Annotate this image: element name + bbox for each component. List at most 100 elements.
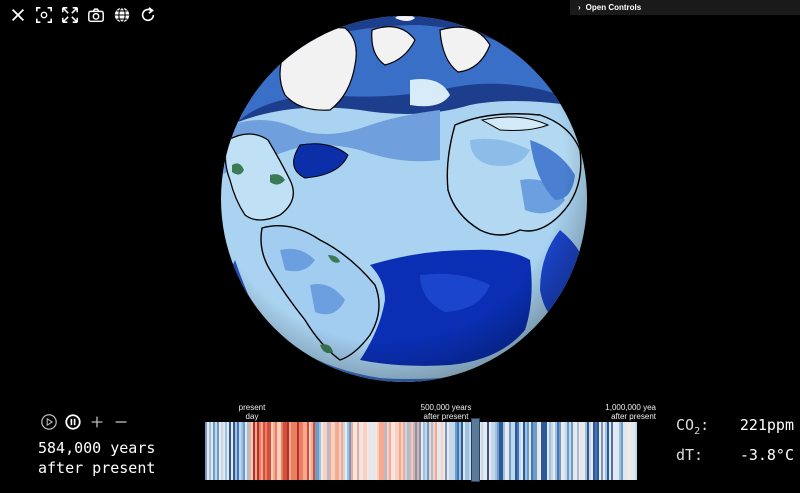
stripe	[449, 422, 452, 480]
stripe	[403, 422, 406, 480]
stripe	[611, 422, 614, 480]
stripe	[349, 422, 352, 480]
timeline-label-end: 1,000,000 yea after present	[605, 403, 656, 421]
stripe	[317, 422, 320, 480]
stripe	[331, 422, 334, 480]
play-icon[interactable]	[40, 413, 58, 431]
stripe	[501, 422, 504, 480]
stripe	[513, 422, 516, 480]
stripe	[593, 422, 596, 480]
stripe	[575, 422, 578, 480]
stripe	[389, 422, 392, 480]
stripe	[569, 422, 572, 480]
temperature-readout: dT: -3.8°C	[676, 446, 794, 464]
stripe	[375, 422, 378, 480]
stripe	[247, 422, 250, 480]
stripe	[299, 422, 302, 480]
stripe	[609, 422, 612, 480]
stripe	[357, 422, 360, 480]
stripe	[541, 422, 544, 480]
stripe	[239, 422, 242, 480]
stripe	[437, 422, 440, 480]
temperature-stripes-timeline[interactable]	[205, 422, 637, 480]
co2-readout: CO2: 221ppm	[676, 416, 794, 437]
stripe	[577, 422, 580, 480]
globe-render[interactable]	[0, 0, 800, 400]
stripe	[397, 422, 400, 480]
stripe	[405, 422, 408, 480]
stripe	[319, 422, 322, 480]
stripe	[409, 422, 412, 480]
stripe	[571, 422, 574, 480]
stripe	[489, 422, 492, 480]
stripe	[451, 422, 454, 480]
stripe	[345, 422, 348, 480]
stripe	[605, 422, 608, 480]
time-suffix: after present	[38, 459, 156, 477]
fullscreen-icon[interactable]	[60, 5, 80, 25]
dt-label: dT:	[676, 446, 704, 464]
stripe	[453, 422, 456, 480]
stripe	[211, 422, 214, 480]
minus-icon[interactable]	[112, 413, 130, 431]
stripe	[399, 422, 402, 480]
stripe	[355, 422, 358, 480]
open-controls-button[interactable]: › Open Controls	[570, 0, 800, 15]
globe-icon[interactable]	[112, 5, 132, 25]
refresh-icon[interactable]	[138, 5, 158, 25]
stripe	[573, 422, 576, 480]
stripe	[485, 422, 488, 480]
close-icon[interactable]	[8, 5, 28, 25]
stripe	[221, 422, 224, 480]
stripe	[237, 422, 240, 480]
top-toolbar	[8, 5, 158, 25]
stripe	[483, 422, 486, 480]
stripe	[539, 422, 542, 480]
capture-icon[interactable]	[34, 5, 54, 25]
stripe	[627, 422, 630, 480]
stripe	[509, 422, 512, 480]
stripe	[271, 422, 274, 480]
plus-icon[interactable]	[88, 413, 106, 431]
stripe	[511, 422, 514, 480]
stripe	[325, 422, 328, 480]
stripe	[579, 422, 582, 480]
stripe	[439, 422, 442, 480]
stripe	[289, 422, 292, 480]
stripe	[467, 422, 470, 480]
stripe	[635, 422, 637, 480]
stripe	[459, 422, 462, 480]
stripe	[335, 422, 338, 480]
stripe	[327, 422, 330, 480]
stripe	[321, 422, 324, 480]
globe-view[interactable]	[0, 0, 800, 400]
open-controls-label: Open Controls	[585, 3, 642, 12]
stripe	[285, 422, 288, 480]
stripe	[263, 422, 266, 480]
stripe	[243, 422, 246, 480]
timeline-scrubber-handle[interactable]	[471, 418, 480, 482]
camera-icon[interactable]	[86, 5, 106, 25]
stripe	[309, 422, 312, 480]
stripe	[385, 422, 388, 480]
stripe	[223, 422, 226, 480]
stripe	[607, 422, 610, 480]
stripe	[481, 422, 484, 480]
stripe	[455, 422, 458, 480]
stripe	[267, 422, 270, 480]
stripe	[535, 422, 538, 480]
stripe	[361, 422, 364, 480]
stripe	[615, 422, 618, 480]
stripe	[387, 422, 390, 480]
stripe	[589, 422, 592, 480]
stripe	[381, 422, 384, 480]
stripe	[369, 422, 372, 480]
stripe	[633, 422, 636, 480]
stripe	[241, 422, 244, 480]
chevron-right-icon: ›	[578, 3, 581, 12]
stripe	[301, 422, 304, 480]
pause-icon[interactable]	[64, 413, 82, 431]
stripe	[465, 422, 468, 480]
stripe	[519, 422, 522, 480]
stripe	[423, 422, 426, 480]
